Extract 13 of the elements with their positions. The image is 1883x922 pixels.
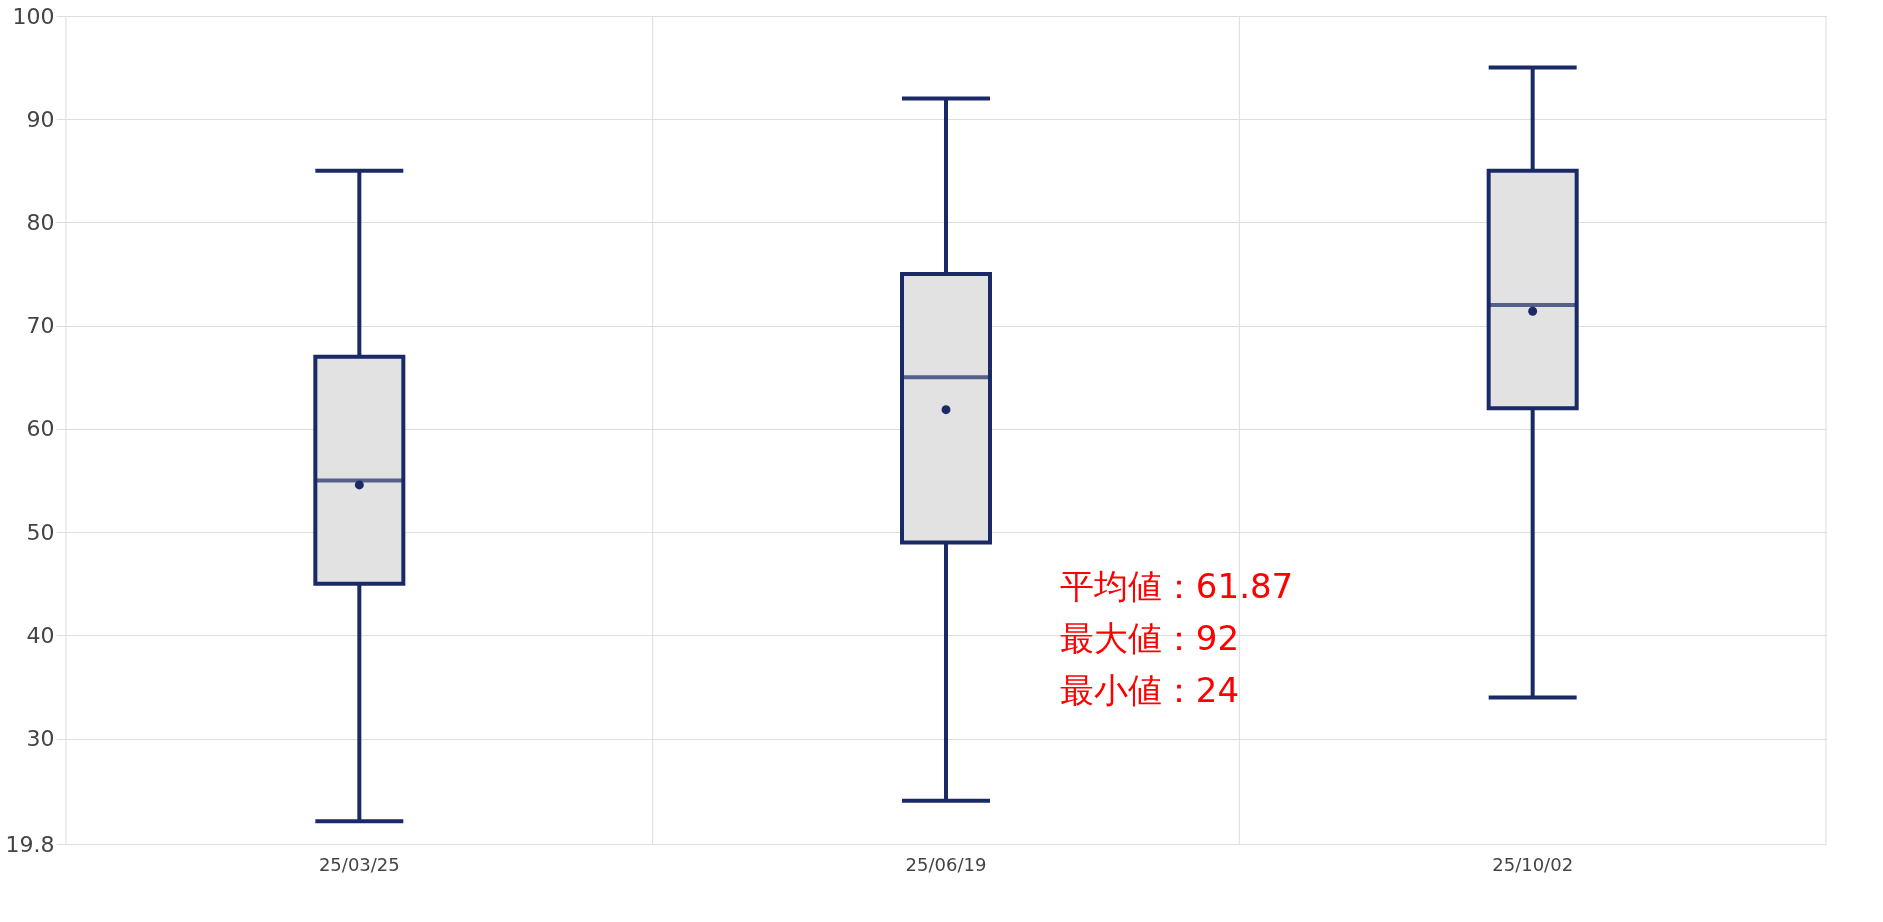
y-tick-label: 100 <box>12 3 55 29</box>
y-tick-label: 30 <box>26 726 55 752</box>
y-tick-label: 50 <box>26 519 55 545</box>
x-tick-label: 25/03/25 <box>318 853 400 875</box>
x-tick-label: 25/06/19 <box>905 853 987 875</box>
annotation: 平均値：61.87 最大値：92 最小値：24 <box>1059 565 1294 710</box>
y-tick-label: 80 <box>26 209 55 235</box>
x-tick-label: 25/10/02 <box>1492 853 1574 875</box>
y-tick-label: 70 <box>26 313 55 339</box>
y-tick-label: 60 <box>26 416 55 442</box>
y-tick-label: 40 <box>26 622 55 648</box>
y-tick-label: 19.8 <box>5 831 55 857</box>
y-tick-label: 90 <box>26 106 55 132</box>
